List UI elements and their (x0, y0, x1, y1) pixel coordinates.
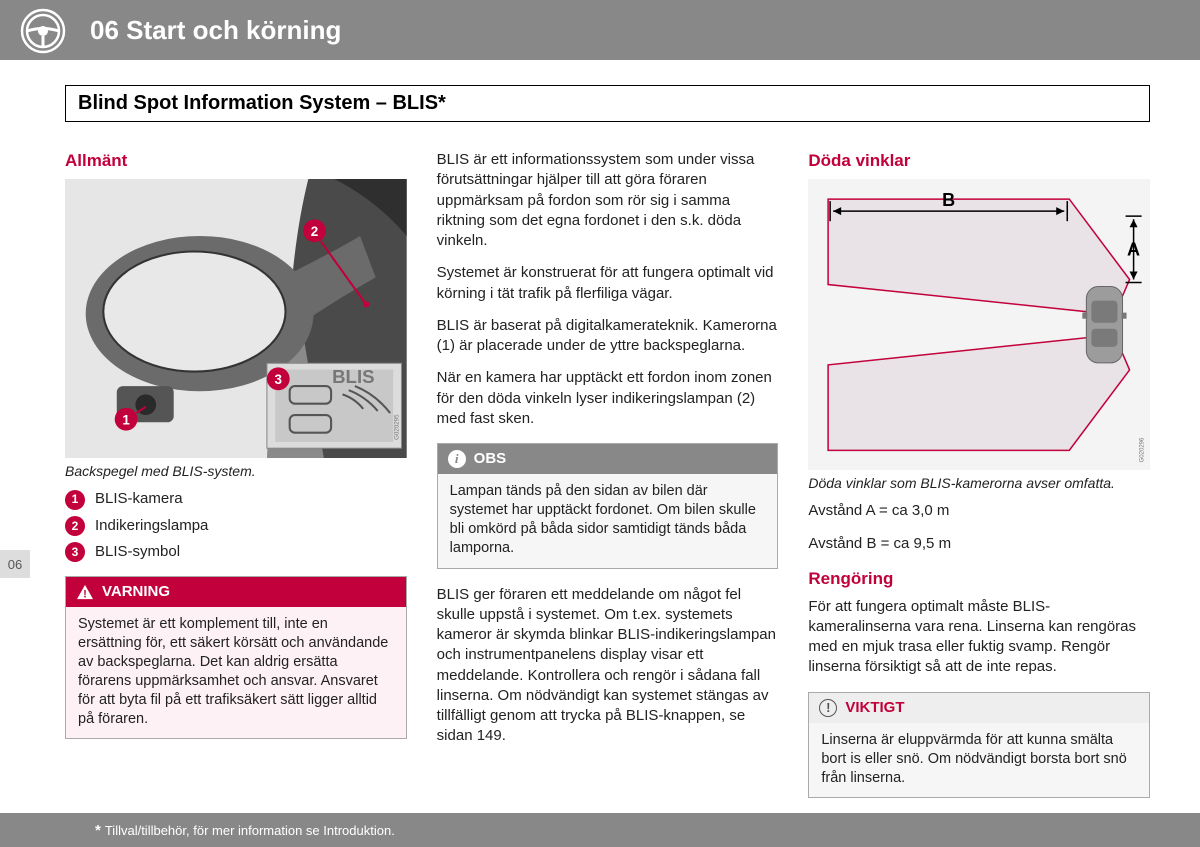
column-3: Döda vinklar (808, 150, 1150, 798)
legend-item: 1 BLIS-kamera (65, 489, 407, 509)
obs-box: i OBS Lampan tänds på den sidan av bilen… (437, 443, 779, 569)
body-text: BLIS är baserat på digitalkamerateknik. … (437, 316, 779, 357)
svg-text:G020296: G020296 (1140, 437, 1146, 462)
header-bar: 06 Start och körning (0, 0, 1200, 60)
legend-label: BLIS-kamera (95, 489, 183, 509)
svg-text:!: ! (83, 589, 87, 601)
columns: Allmänt (65, 150, 1150, 798)
svg-text:B: B (943, 190, 956, 210)
obs-body: Lampan tänds på den sidan av bilen där s… (438, 474, 778, 567)
svg-text:2: 2 (311, 224, 318, 239)
legend-item: 3 BLIS-symbol (65, 542, 407, 562)
warning-head: ! VARNING (66, 577, 406, 607)
column-1: Allmänt (65, 150, 407, 798)
viktigt-body: Linserna är eluppvärmda för att kunna sm… (809, 723, 1149, 798)
svg-text:1: 1 (122, 412, 130, 427)
svg-text:G020295: G020295 (393, 414, 400, 440)
badge-2: 2 (65, 516, 85, 536)
badge-1: 1 (65, 490, 85, 510)
badge-3: 3 (65, 542, 85, 562)
viktigt-title: VIKTIGT (845, 698, 904, 718)
viktigt-box: ! VIKTIGT Linserna är eluppvärmda för at… (808, 692, 1150, 799)
svg-text:A: A (1127, 239, 1140, 259)
heading-rengoring: Rengöring (808, 568, 1150, 591)
legend-label: BLIS-symbol (95, 542, 180, 562)
figure-zones-caption: Döda vinklar som BLIS-kamerorna avser om… (808, 474, 1150, 493)
viktigt-head: ! VIKTIGT (809, 693, 1149, 723)
asterisk-icon: * (95, 822, 101, 839)
obs-title: OBS (474, 449, 507, 469)
body-text: För att fungera optimalt måste BLIS-kame… (808, 597, 1150, 678)
figure-mirror-caption: Backspegel med BLIS-system. (65, 462, 407, 481)
svg-text:BLIS: BLIS (332, 366, 374, 387)
section-title-box: Blind Spot Information System – BLIS* (65, 85, 1150, 122)
warning-title: VARNING (102, 582, 170, 602)
figure-zones: B A G020296 (808, 179, 1150, 470)
steering-wheel-icon (20, 8, 66, 54)
body-text: När en kamera har upptäckt ett fordon in… (437, 368, 779, 429)
column-2: BLIS är ett informationssystem som under… (437, 150, 779, 798)
obs-head: i OBS (438, 444, 778, 474)
distance-b: Avstånd B = ca 9,5 m (808, 534, 1150, 554)
body-text: BLIS är ett informationssystem som under… (437, 150, 779, 251)
section-title: Blind Spot Information System – BLIS* (78, 92, 1137, 115)
info-icon: i (448, 450, 466, 468)
figure-mirror: BLIS G020295 1 2 3 (65, 179, 407, 459)
distance-a: Avstånd A = ca 3,0 m (808, 501, 1150, 521)
important-icon: ! (819, 699, 837, 717)
footer-bar: * Tillval/tillbehör, för mer information… (0, 813, 1200, 847)
warning-box: ! VARNING Systemet är ett komplement til… (65, 576, 407, 739)
footer-note: Tillval/tillbehör, för mer information s… (105, 823, 395, 838)
legend-item: 2 Indikeringslampa (65, 516, 407, 536)
chapter-title: 06 Start och körning (90, 15, 341, 46)
body-text: BLIS ger föraren ett meddelande om något… (437, 585, 779, 747)
heading-doda-vinklar: Döda vinklar (808, 150, 1150, 173)
warning-triangle-icon: ! (76, 584, 94, 600)
heading-allmant: Allmänt (65, 150, 407, 173)
side-tab: 06 (0, 550, 30, 578)
svg-text:3: 3 (275, 372, 282, 387)
legend-label: Indikeringslampa (95, 516, 208, 536)
content-area: Blind Spot Information System – BLIS* Al… (65, 85, 1150, 798)
warning-body: Systemet är ett komplement till, inte en… (66, 607, 406, 738)
body-text: Systemet är konstruerat för att fungera … (437, 263, 779, 304)
